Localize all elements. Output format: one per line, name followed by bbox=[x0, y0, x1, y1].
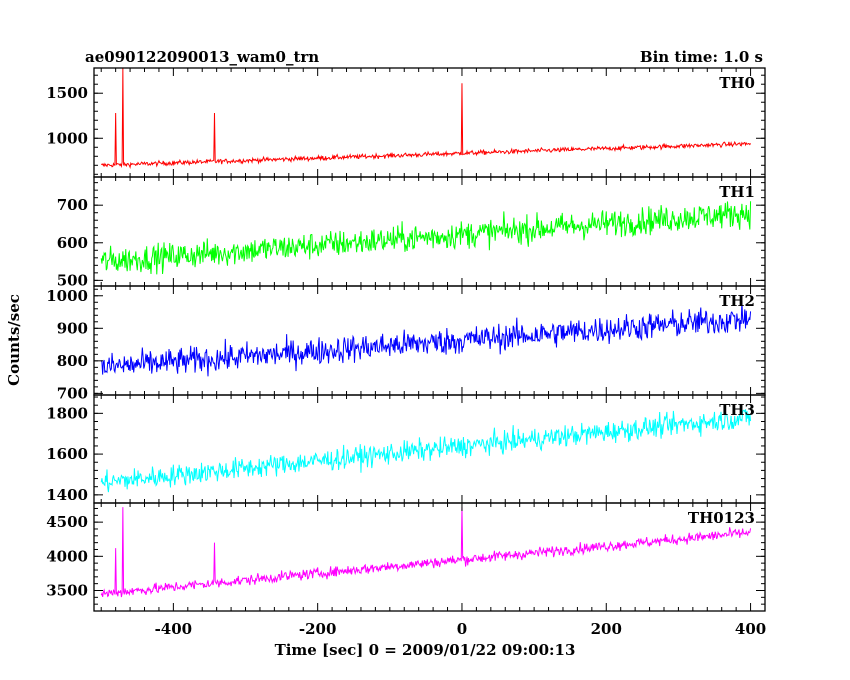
panel-frame bbox=[93, 176, 766, 287]
y-axis-label: Counts/sec bbox=[5, 294, 23, 386]
series-line-th3 bbox=[100, 409, 752, 493]
x-tick-label: -200 bbox=[299, 620, 337, 638]
y-tick-label: 800 bbox=[57, 352, 88, 370]
y-tick-label: 1500 bbox=[46, 84, 88, 102]
series-line-th0 bbox=[101, 68, 751, 170]
panel-label-th3: TH3 bbox=[719, 401, 755, 419]
y-tick-label: 3500 bbox=[46, 581, 88, 599]
panel-label-th0: TH0 bbox=[719, 74, 755, 92]
x-axis-label: Time [sec] 0 = 2009/01/22 09:00:13 bbox=[275, 641, 576, 659]
panel-th0: 1000 1500 TH0 bbox=[46, 67, 766, 178]
y-tick-label: 1800 bbox=[46, 404, 88, 422]
panel-frame bbox=[93, 502, 766, 612]
x-tick-label: -400 bbox=[155, 620, 193, 638]
y-tick-label: 700 bbox=[57, 384, 88, 402]
chart-title: ae090122090013_wam0_trn bbox=[85, 48, 319, 66]
x-tick-label: 0 bbox=[457, 620, 467, 638]
bin-time-label: Bin time: 1.0 s bbox=[640, 48, 763, 66]
series-line-th1 bbox=[100, 201, 752, 275]
y-tick-label: 1600 bbox=[46, 445, 88, 463]
panel-th3: 1400 1600 1800 TH3 bbox=[46, 394, 766, 504]
panels-group: 1000 1500 TH0 500 600 700 TH1 700 800 900 1000 TH2 1… bbox=[46, 67, 766, 638]
y-tick-label: 600 bbox=[57, 234, 88, 252]
panel-th0123: 3500 4000 4500 TH0123 bbox=[46, 502, 766, 612]
panel-frame bbox=[93, 285, 766, 396]
x-tick-label: 400 bbox=[735, 620, 766, 638]
y-tick-label: 4500 bbox=[46, 513, 88, 531]
series-line-th0123 bbox=[100, 507, 752, 598]
x-tick-label: 200 bbox=[591, 620, 622, 638]
y-tick-label: 1000 bbox=[46, 129, 88, 147]
y-tick-label: 900 bbox=[57, 319, 88, 337]
y-tick-label: 4000 bbox=[46, 547, 88, 565]
panel-frame bbox=[93, 67, 766, 178]
panel-th2: 700 800 900 1000 TH2 bbox=[46, 285, 766, 402]
panel-label-th0123: TH0123 bbox=[688, 509, 755, 527]
panel-th1: 500 600 700 TH1 bbox=[57, 176, 766, 289]
y-tick-label: 1000 bbox=[46, 287, 88, 305]
panel-label-th2: TH2 bbox=[719, 292, 755, 310]
y-tick-label: 700 bbox=[57, 196, 88, 214]
y-tick-label: 500 bbox=[57, 271, 88, 289]
panel-label-th1: TH1 bbox=[719, 183, 755, 201]
y-tick-label: 1400 bbox=[46, 486, 88, 504]
series-line-th2 bbox=[100, 301, 752, 377]
